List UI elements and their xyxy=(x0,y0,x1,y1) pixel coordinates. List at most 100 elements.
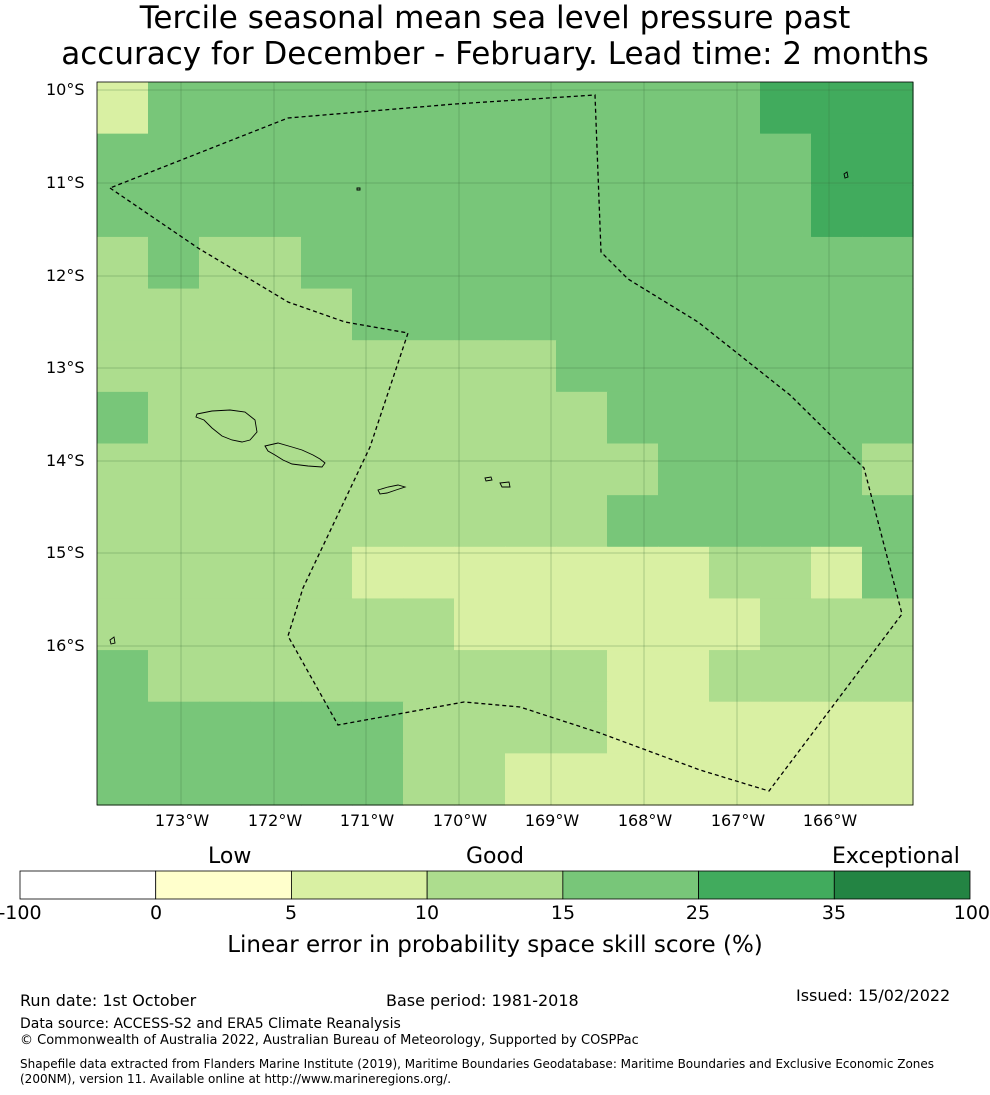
grid-cell xyxy=(301,546,353,600)
grid-cell xyxy=(505,340,557,393)
lon-label: 166°W xyxy=(802,811,858,830)
grid-cell xyxy=(862,598,914,651)
grid-cell xyxy=(97,391,149,445)
grid-cell xyxy=(709,288,761,341)
copyright: © Commonwealth of Australia 2022, Austra… xyxy=(20,1033,639,1048)
grid-cell xyxy=(148,340,200,393)
grid-cell xyxy=(760,701,812,754)
grid-cell xyxy=(811,236,863,290)
grid-cell xyxy=(709,598,761,651)
grid-cell xyxy=(760,391,812,445)
grid-cell xyxy=(301,133,353,186)
eez-boundary xyxy=(108,94,903,792)
grid-cell xyxy=(301,650,353,703)
grid-cell xyxy=(556,82,608,135)
grid-cell xyxy=(607,443,659,496)
grid-cell xyxy=(658,288,710,341)
issued-date: Issued: 15/02/2022 xyxy=(796,986,951,1005)
grid-cell xyxy=(505,753,557,806)
grid-cell xyxy=(607,185,659,238)
grid-cell xyxy=(199,340,251,393)
map-title: Tercile seasonal mean sea level pressure… xyxy=(0,0,990,72)
grid-cell xyxy=(97,753,149,806)
grid-cell xyxy=(658,443,710,496)
grid-cell xyxy=(97,340,149,393)
grid-cell xyxy=(760,495,812,548)
grid-cell xyxy=(862,82,914,135)
grid-cell xyxy=(556,701,608,754)
grid-cell xyxy=(352,443,404,496)
grid-cell xyxy=(607,701,659,754)
grid-cell xyxy=(97,236,149,290)
grid-cell xyxy=(505,701,557,754)
lon-label: 169°W xyxy=(524,811,580,830)
colorbar-tick: 35 xyxy=(821,902,847,924)
grid-cell xyxy=(97,185,149,238)
grid-cell xyxy=(148,82,200,135)
grid-cell xyxy=(97,443,149,496)
skill-grid xyxy=(97,82,914,806)
grid-cell xyxy=(505,82,557,135)
grid-cell xyxy=(760,82,812,135)
grid-cell xyxy=(199,701,251,754)
grid-cell xyxy=(352,288,404,341)
grid-cell xyxy=(148,185,200,238)
lon-label: 170°W xyxy=(432,811,488,830)
islands xyxy=(109,171,849,645)
grid-cell xyxy=(709,701,761,754)
grid-cell xyxy=(97,598,149,651)
colorbar-segment xyxy=(19,870,157,900)
grid-cell xyxy=(148,133,200,186)
lon-label: 167°W xyxy=(710,811,766,830)
grid-cell xyxy=(97,133,149,186)
grid-cell xyxy=(811,82,863,135)
grid-cell xyxy=(862,495,914,548)
grid-cell xyxy=(658,650,710,703)
grid-cell xyxy=(352,185,404,238)
grid-cell xyxy=(658,340,710,393)
grid-cell xyxy=(454,650,506,703)
grid-cell xyxy=(199,495,251,548)
grid-cell xyxy=(811,340,863,393)
grid-cell xyxy=(709,495,761,548)
grid-cell xyxy=(811,443,863,496)
grid-cell xyxy=(403,443,455,496)
colorbar-segment xyxy=(833,870,971,900)
colorbar xyxy=(19,870,971,900)
colorbar-category-exceptional: Exceptional xyxy=(832,844,960,869)
island-upolu xyxy=(264,442,326,468)
colorbar-tick: 5 xyxy=(284,902,298,924)
grid-cell xyxy=(760,236,812,290)
grid-cell xyxy=(250,340,302,393)
grid-cell xyxy=(199,236,251,290)
grid-cell xyxy=(709,133,761,186)
grid-cell xyxy=(760,598,812,651)
island-manua-1 xyxy=(484,476,493,482)
lon-label: 173°W xyxy=(154,811,210,830)
grid-cell xyxy=(301,236,353,290)
grid-cell xyxy=(505,391,557,445)
grid-cell xyxy=(148,236,200,290)
colorbar-segment xyxy=(155,870,292,900)
grid-cell xyxy=(658,546,710,600)
grid-cell xyxy=(199,598,251,651)
grid-cell xyxy=(454,133,506,186)
grid-cell xyxy=(352,753,404,806)
grid-cell xyxy=(709,753,761,806)
grid-cell xyxy=(556,288,608,341)
grid-cell xyxy=(301,340,353,393)
grid-cell xyxy=(403,650,455,703)
grid-cell xyxy=(97,288,149,341)
grid-cell xyxy=(148,391,200,445)
grid-cell xyxy=(199,753,251,806)
grid-cell xyxy=(658,701,710,754)
grid-cell xyxy=(403,495,455,548)
colorbar-segment xyxy=(698,870,835,900)
grid-cell xyxy=(454,288,506,341)
island-small-2 xyxy=(843,171,849,179)
grid-cell xyxy=(403,82,455,135)
grid-cell xyxy=(556,340,608,393)
grid-cell xyxy=(250,701,302,754)
grid-cell xyxy=(862,701,914,754)
